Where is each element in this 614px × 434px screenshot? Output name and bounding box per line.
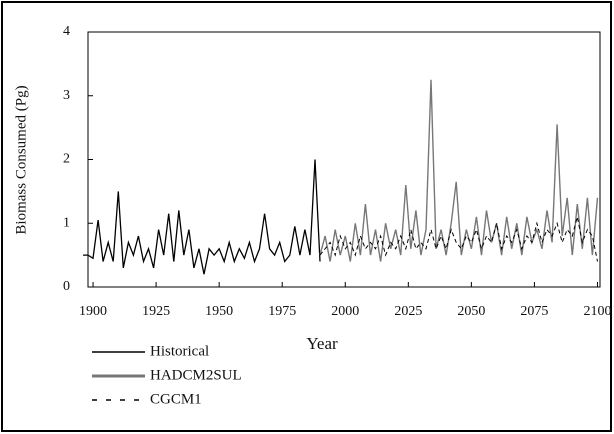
y-tick-label: 3 bbox=[63, 88, 70, 103]
x-tick-label: 1925 bbox=[142, 304, 170, 319]
y-tick-label: 4 bbox=[63, 24, 70, 39]
series-line bbox=[319, 79, 599, 262]
y-tick-label: 0 bbox=[63, 279, 70, 294]
legend-label: CGCM1 bbox=[150, 391, 202, 407]
y-axis-label: Biomass Consumed (Pg) bbox=[13, 85, 29, 234]
x-tick-label: 1900 bbox=[79, 304, 107, 319]
x-axis-label: Year bbox=[306, 334, 338, 353]
y-tick-label: 2 bbox=[63, 152, 70, 167]
y-tick-label: 1 bbox=[63, 215, 70, 230]
x-tick-label: 1950 bbox=[205, 304, 233, 319]
x-tick-label: 2075 bbox=[520, 304, 548, 319]
x-tick-label: 1975 bbox=[268, 304, 296, 319]
x-tick-label: 2050 bbox=[457, 304, 485, 319]
series-line bbox=[83, 159, 321, 275]
x-tick-label: 2100 bbox=[583, 304, 611, 319]
x-tick-label: 2000 bbox=[331, 304, 359, 319]
legend-label: Historical bbox=[150, 343, 209, 359]
series-line bbox=[319, 216, 598, 262]
x-tick-label: 2025 bbox=[394, 304, 422, 319]
legend-label: HADCM2SUL bbox=[150, 367, 242, 383]
